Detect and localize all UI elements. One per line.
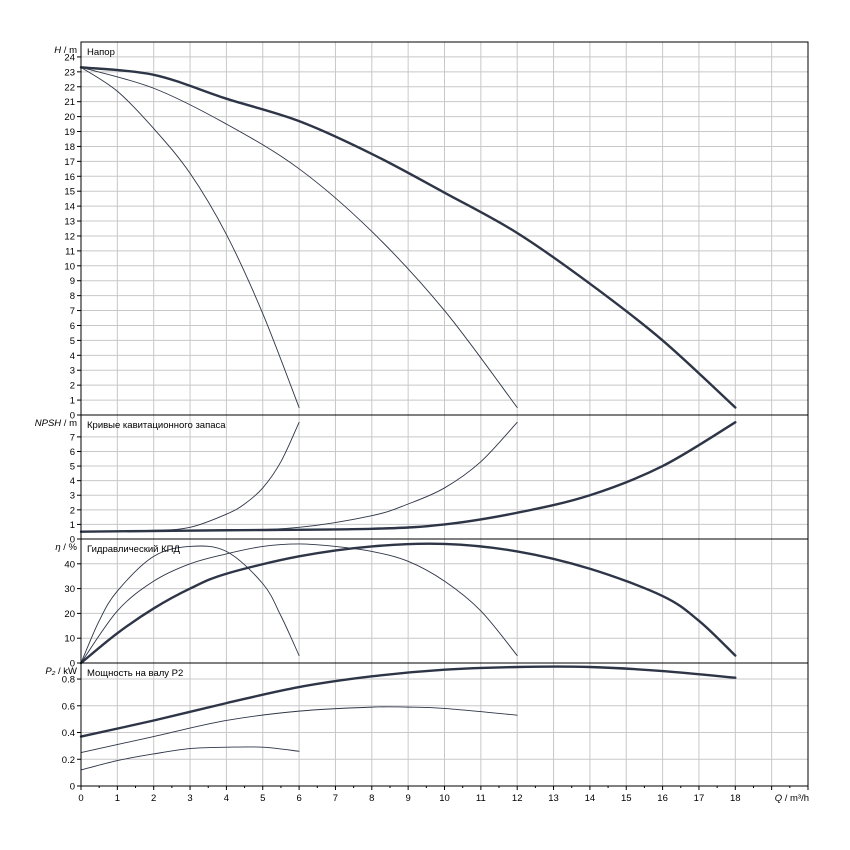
y-axis-title-power: P₂ / kW <box>45 666 77 677</box>
y-tick-label-npsh: 6 <box>70 447 75 458</box>
y-tick-label-head: 9 <box>70 276 75 287</box>
y-tick-label-head: 7 <box>70 306 75 317</box>
y-axis-unit: / % <box>61 542 78 553</box>
x-tick-label: 9 <box>406 793 411 804</box>
npsh-curve-3 <box>80 421 300 533</box>
y-tick-label-power: 0 <box>70 782 75 793</box>
y-tick-label-head: 17 <box>64 157 75 168</box>
x-tick-label: 7 <box>333 793 338 804</box>
y-tick-label-efficiency: 40 <box>64 559 75 570</box>
y-tick-label-head: 18 <box>64 142 75 153</box>
x-axis-symbol: Q <box>775 793 783 804</box>
y-tick-label-power: 0.4 <box>62 728 75 739</box>
y-tick-label-npsh: 5 <box>70 462 75 473</box>
x-tick-label: 1 <box>115 793 120 804</box>
x-tick-label: 13 <box>548 793 559 804</box>
y-tick-label-head: 0 <box>70 411 75 422</box>
y-tick-label-head: 1 <box>70 396 75 407</box>
power-curve-3 <box>80 746 300 771</box>
y-tick-label-head: 3 <box>70 366 75 377</box>
y-tick-label-head: 13 <box>64 217 75 228</box>
y-tick-label-power: 0.8 <box>62 675 75 686</box>
power-curve-2 <box>80 706 518 754</box>
y-tick-label-head: 14 <box>64 202 75 213</box>
y-axis-symbol: NPSH <box>35 418 62 429</box>
labels: 0 1 2 3 4 5 6 7 8 9 10 11 12 13 14 15 16 17 18 Q / m³/h0123… <box>35 45 809 804</box>
y-tick-label-head: 19 <box>64 127 75 138</box>
y-axis-symbol: η <box>55 542 60 553</box>
efficiency-curve-3 <box>80 545 300 664</box>
y-axis-title-efficiency: η / % <box>55 542 77 553</box>
y-axis-symbol: P₂ <box>45 666 55 677</box>
curves <box>79 66 737 771</box>
x-tick-label: 12 <box>512 793 523 804</box>
efficiency-curve-2 <box>80 543 518 664</box>
y-axis-title-npsh: NPSH / m <box>35 418 77 429</box>
y-tick-label-head: 11 <box>65 246 75 257</box>
x-tick-label: 2 <box>151 793 156 804</box>
panel-title-head: Напор <box>87 47 115 58</box>
y-tick-label-power: 0.6 <box>62 701 75 712</box>
x-tick-label: 15 <box>621 793 632 804</box>
panel-frames <box>77 41 809 790</box>
x-tick-label: 8 <box>369 793 374 804</box>
y-tick-label-head: 24 <box>64 52 75 63</box>
head-curve-2 <box>80 66 518 408</box>
x-tick-label: 14 <box>585 793 596 804</box>
y-tick-label-npsh: 1 <box>70 520 75 531</box>
y-tick-label-npsh: 7 <box>70 432 75 443</box>
x-tick-label: 16 <box>657 793 668 804</box>
x-tick-label: 6 <box>296 793 301 804</box>
panel-title-npsh: Кривые кавитационного запаса <box>87 420 226 431</box>
y-tick-label-head: 20 <box>64 112 75 123</box>
y-tick-label-power: 0.2 <box>62 755 75 766</box>
y-axis-unit: / m <box>61 418 77 429</box>
y-tick-label-head: 15 <box>64 187 75 198</box>
grid <box>81 42 808 786</box>
y-axis-symbol: H <box>54 45 61 56</box>
y-tick-label-head: 4 <box>70 351 75 362</box>
x-tick-label: 3 <box>187 793 192 804</box>
x-axis-title: Q / m³/h <box>775 793 809 804</box>
y-tick-label-head: 21 <box>64 97 75 108</box>
y-tick-label-efficiency: 20 <box>64 609 75 620</box>
y-axis-title-head: H / m <box>54 45 77 56</box>
y-tick-label-head: 22 <box>64 82 75 93</box>
y-tick-label-head: 2 <box>70 381 75 392</box>
y-tick-label-efficiency: 30 <box>64 584 75 595</box>
x-tick-label: 4 <box>224 793 229 804</box>
y-tick-label-npsh: 3 <box>70 491 75 502</box>
y-tick-label-npsh: 2 <box>70 505 75 516</box>
y-tick-label-head: 23 <box>64 67 75 78</box>
y-tick-label-head: 16 <box>64 172 75 183</box>
panel-title-power: Мощность на валу P2 <box>87 668 183 679</box>
y-axis-unit: / m <box>61 45 77 56</box>
head-curve-3 <box>80 66 300 408</box>
x-tick-label: 11 <box>476 793 486 804</box>
npsh-curve-2 <box>80 421 518 533</box>
y-tick-label-head: 10 <box>64 261 75 272</box>
y-tick-label-efficiency: 0 <box>70 659 75 670</box>
x-axis-unit: / m³/h <box>782 793 809 804</box>
y-tick-label-npsh: 0 <box>70 535 75 546</box>
panel-frame-power <box>80 662 809 787</box>
x-tick-label: 5 <box>260 793 265 804</box>
power-curve-1 <box>79 665 737 738</box>
head-curve-1 <box>79 66 737 409</box>
panel-title-efficiency: Гидравлический КПД <box>87 544 180 555</box>
y-tick-label-head: 8 <box>70 291 75 302</box>
x-tick-label: 17 <box>694 793 705 804</box>
y-tick-label-head: 6 <box>70 321 75 332</box>
y-tick-label-head: 12 <box>64 231 75 242</box>
y-tick-label-npsh: 4 <box>70 476 75 487</box>
x-tick-label: 10 <box>439 793 450 804</box>
y-tick-label-head: 5 <box>70 336 75 347</box>
y-tick-label-efficiency: 10 <box>64 634 75 645</box>
y-axis-unit: / kW <box>55 666 77 677</box>
x-tick-label: 0 <box>78 793 83 804</box>
efficiency-curve-1 <box>79 542 737 665</box>
x-tick-label: 18 <box>730 793 741 804</box>
